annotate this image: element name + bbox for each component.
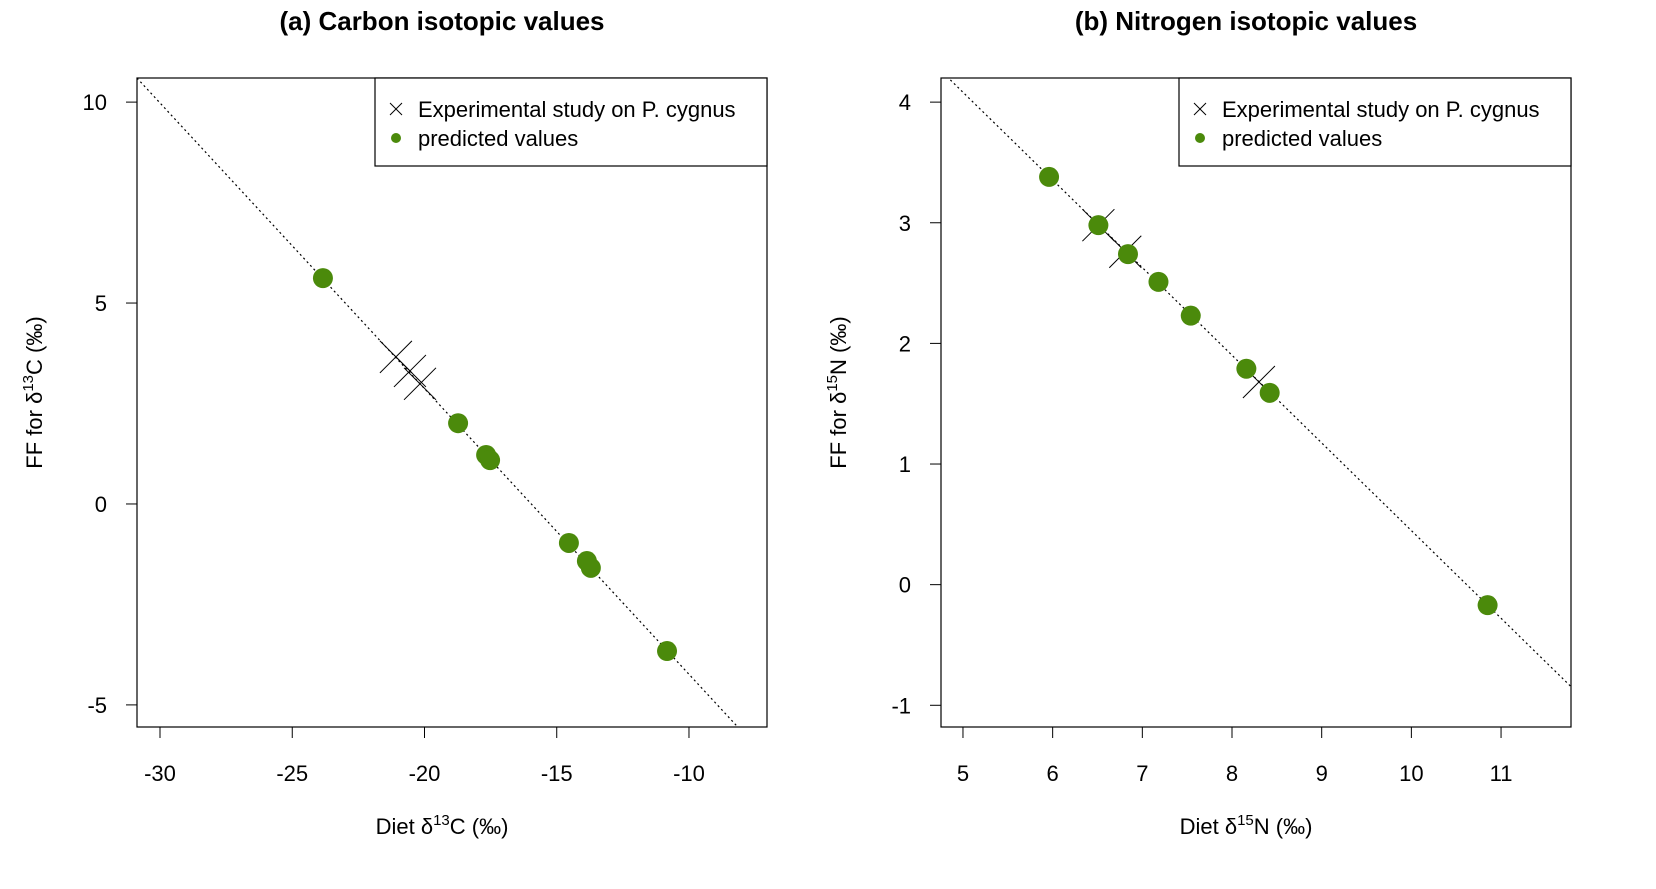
point — [558, 532, 579, 553]
y-tick-label: 4 — [899, 90, 911, 115]
point — [657, 641, 678, 662]
reference-line — [137, 78, 739, 727]
x-tick-label: 5 — [957, 761, 969, 786]
chart-title: (a) Carbon isotopic values — [279, 6, 604, 36]
cross-point — [403, 367, 437, 401]
x-axis-label-part: C (‰) — [450, 814, 509, 839]
y-axis-label-part: FF for δ — [22, 392, 47, 469]
y-axis-label-sup: 13 — [20, 375, 37, 392]
y-tick-label: 0 — [899, 573, 911, 598]
plot-frame — [940, 77, 1572, 728]
point — [1117, 244, 1138, 265]
cross-stroke — [1242, 365, 1276, 399]
x-axis-label-part: Diet δ — [1180, 814, 1237, 839]
y-tick-label: 0 — [95, 492, 107, 517]
panel: (a) Carbon isotopic values -30 -25 -20 -15 -1… — [20, 6, 768, 839]
y-axis-label-part: C (‰) — [22, 316, 47, 375]
point — [1236, 358, 1257, 379]
y-axis-label: FF for δ15N (‰) — [824, 316, 851, 468]
x-axis-label-part: N (‰) — [1254, 814, 1313, 839]
panel: (b) Nitrogen isotopic values 5 6 7 8 9 10 11 -1 0… — [824, 6, 1572, 839]
y-tick-label: 2 — [899, 331, 911, 356]
cross-point — [393, 354, 427, 388]
x-axis-label-sup: 15 — [1237, 812, 1254, 829]
x-axis-label-sup: 13 — [433, 812, 450, 829]
legend-marker — [391, 133, 401, 143]
legend-marker — [1195, 133, 1205, 143]
point — [312, 268, 333, 289]
y-tick-label: 5 — [95, 291, 107, 316]
y-axis-label-part: N (‰) — [826, 316, 851, 375]
x-tick-label: 11 — [1490, 761, 1513, 786]
y-axis-label-part: FF for δ — [826, 392, 851, 469]
point — [1259, 382, 1280, 403]
y-tick-label: 3 — [899, 211, 911, 236]
point — [1088, 215, 1109, 236]
legend-marker — [1193, 102, 1207, 116]
point — [1039, 166, 1060, 187]
point — [1148, 271, 1169, 292]
x-tick-label: -25 — [276, 761, 308, 786]
x-tick-label: 8 — [1226, 761, 1238, 786]
x-tick-label: -30 — [144, 761, 176, 786]
x-tick-label: 9 — [1316, 761, 1328, 786]
y-axis-label-sup: 15 — [824, 375, 841, 392]
legend-label: Experimental study on P. cygnus — [1222, 97, 1540, 122]
legend: Experimental study on P. cygnus predicted… — [374, 77, 768, 167]
x-tick-label: -20 — [409, 761, 441, 786]
cross-stroke — [393, 354, 427, 388]
x-tick-label: 7 — [1136, 761, 1148, 786]
legend-marker — [389, 102, 403, 116]
legend-label: predicted values — [1222, 126, 1382, 151]
plot-frame — [136, 77, 768, 728]
chart-title: (b) Nitrogen isotopic values — [1075, 6, 1417, 36]
y-tick-label: -5 — [87, 693, 107, 718]
x-tick-label: 10 — [1399, 761, 1423, 786]
y-axis-label: FF for δ13C (‰) — [20, 316, 47, 468]
point — [448, 413, 469, 434]
point — [1477, 595, 1498, 616]
legend-label: predicted values — [418, 126, 578, 151]
x-axis-label: Diet δ15N (‰) — [1180, 812, 1313, 839]
legend-box — [1178, 77, 1572, 167]
legend-box — [374, 77, 768, 167]
point — [1180, 305, 1201, 326]
y-tick-label: -1 — [891, 693, 911, 718]
x-tick-label: 6 — [1047, 761, 1059, 786]
x-axis-label: Diet δ13C (‰) — [376, 812, 509, 839]
x-tick-label: -10 — [673, 761, 705, 786]
cross-stroke — [403, 367, 437, 401]
legend-label: Experimental study on P. cygnus — [418, 97, 736, 122]
legend: Experimental study on P. cygnus predicted… — [1178, 77, 1572, 167]
y-tick-label: 10 — [83, 90, 107, 115]
x-tick-label: -15 — [541, 761, 573, 786]
x-axis-label-part: Diet δ — [376, 814, 433, 839]
point — [480, 450, 501, 471]
y-tick-label: 1 — [899, 452, 911, 477]
point — [580, 557, 601, 578]
